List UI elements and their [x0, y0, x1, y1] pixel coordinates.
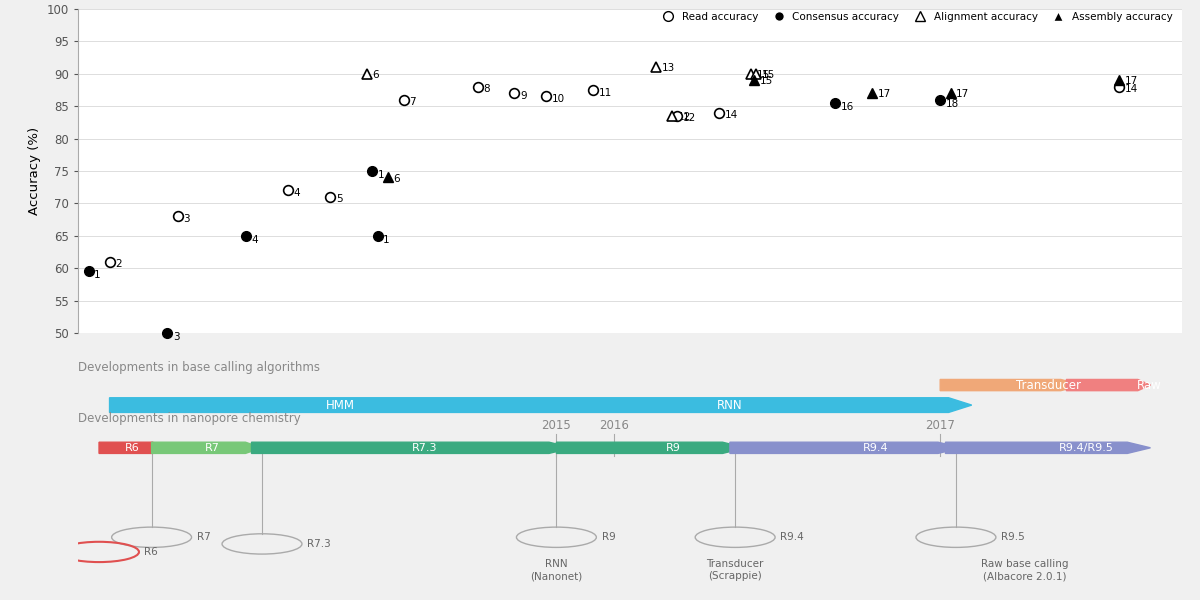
- Text: 2015: 2015: [541, 419, 571, 433]
- Text: 7: 7: [409, 97, 416, 107]
- Text: 11: 11: [599, 88, 612, 98]
- FancyArrow shape: [557, 442, 745, 454]
- Text: 3: 3: [184, 214, 190, 224]
- Text: 18: 18: [946, 98, 959, 109]
- Text: 17: 17: [877, 89, 890, 100]
- Text: R9.5: R9.5: [1001, 532, 1025, 542]
- Text: R7.3: R7.3: [307, 539, 331, 549]
- Text: 12: 12: [683, 113, 696, 124]
- FancyArrow shape: [946, 442, 1151, 454]
- FancyArrow shape: [100, 442, 162, 454]
- Text: R6: R6: [125, 443, 140, 453]
- Text: 17: 17: [956, 89, 970, 100]
- Text: 14: 14: [1124, 85, 1138, 94]
- Text: 16: 16: [840, 102, 854, 112]
- Text: Transducer: Transducer: [1016, 379, 1081, 392]
- Text: RNN
(Nanonet): RNN (Nanonet): [530, 559, 582, 581]
- Text: R9.4/R9.5: R9.4/R9.5: [1060, 443, 1114, 453]
- Text: R9.4: R9.4: [863, 443, 889, 453]
- Text: R7.3: R7.3: [412, 443, 438, 453]
- FancyArrow shape: [151, 442, 262, 454]
- Text: RNN: RNN: [718, 398, 743, 412]
- Text: 6: 6: [394, 173, 401, 184]
- Text: 1: 1: [383, 235, 390, 245]
- FancyArrow shape: [1067, 379, 1151, 391]
- Text: 4: 4: [294, 188, 300, 198]
- Text: 15: 15: [762, 70, 775, 80]
- Text: 5: 5: [336, 194, 342, 205]
- Text: 17: 17: [1124, 76, 1138, 86]
- Text: 1: 1: [94, 271, 101, 280]
- FancyArrow shape: [730, 442, 961, 454]
- Text: Raw base calling
(Albacore 2.0.1): Raw base calling (Albacore 2.0.1): [980, 559, 1068, 581]
- Y-axis label: Accuracy (%): Accuracy (%): [28, 127, 41, 215]
- Text: R7: R7: [197, 532, 210, 542]
- Text: R9: R9: [666, 443, 682, 453]
- Legend: Read accuracy, Consensus accuracy, Alignment accuracy, Assembly accuracy: Read accuracy, Consensus accuracy, Align…: [653, 8, 1177, 26]
- Text: R9.4: R9.4: [780, 532, 804, 542]
- Text: 9: 9: [520, 91, 527, 101]
- FancyArrow shape: [252, 442, 572, 454]
- Text: Raw: Raw: [1138, 379, 1162, 392]
- Text: HMM: HMM: [326, 398, 355, 412]
- Text: Developments in base calling algorithms: Developments in base calling algorithms: [78, 361, 320, 374]
- FancyArrow shape: [940, 379, 1082, 391]
- Text: 12: 12: [678, 112, 691, 122]
- Text: 14: 14: [725, 110, 738, 120]
- Text: 8: 8: [484, 85, 490, 94]
- Text: 2017: 2017: [925, 419, 955, 433]
- Text: R7: R7: [204, 443, 220, 453]
- Text: 6: 6: [373, 70, 379, 80]
- Text: 2: 2: [115, 259, 121, 269]
- Text: Transducer
(Scrappie): Transducer (Scrappie): [707, 559, 764, 581]
- Text: 10: 10: [552, 94, 564, 104]
- FancyArrow shape: [109, 398, 972, 412]
- Text: 13: 13: [662, 64, 676, 73]
- Text: 1: 1: [378, 170, 384, 180]
- Text: 3: 3: [173, 332, 180, 342]
- Text: R6: R6: [144, 547, 158, 557]
- Text: 15: 15: [756, 70, 769, 80]
- Text: 15: 15: [760, 76, 773, 86]
- Text: R9: R9: [601, 532, 616, 542]
- Text: 2016: 2016: [599, 419, 629, 433]
- Text: Developments in nanopore chemistry: Developments in nanopore chemistry: [78, 412, 301, 425]
- Text: 4: 4: [252, 235, 258, 245]
